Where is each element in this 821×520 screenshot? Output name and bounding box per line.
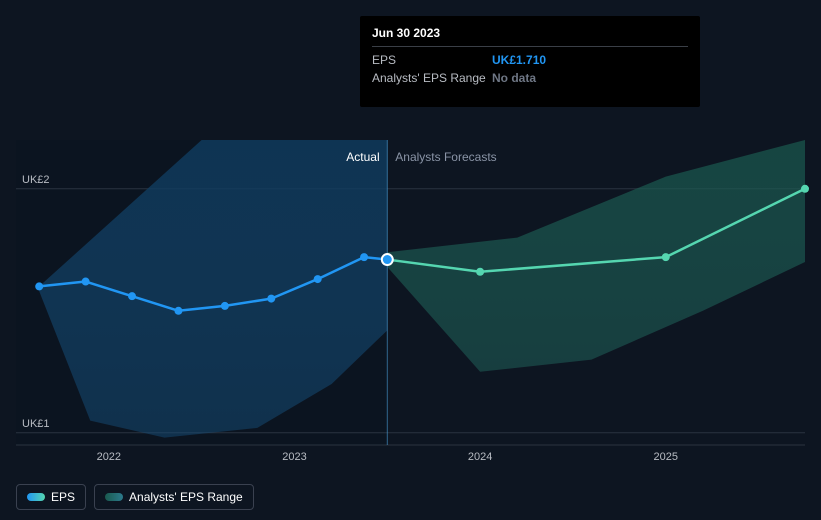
legend-swatch	[105, 493, 123, 501]
eps-chart: Actual Analysts Forecasts Jun 30 2023 EP…	[0, 0, 821, 520]
y-axis-label: UK£1	[22, 418, 50, 430]
tooltip-value: No data	[492, 69, 536, 87]
section-label-actual: Actual	[346, 150, 379, 164]
y-axis-label: UK£2	[22, 174, 50, 186]
tooltip-label: EPS	[372, 51, 492, 69]
legend-label: Analysts' EPS Range	[129, 490, 243, 504]
x-axis-label: 2025	[654, 451, 678, 463]
x-axis-label: 2024	[468, 451, 492, 463]
tooltip-divider	[372, 46, 688, 47]
tooltip-row-range: Analysts' EPS Range No data	[372, 69, 688, 87]
legend-swatch	[27, 493, 45, 501]
legend-item-eps[interactable]: EPS	[16, 484, 86, 510]
chart-tooltip: Jun 30 2023 EPS UK£1.710 Analysts' EPS R…	[360, 16, 700, 107]
x-axis-label: 2022	[97, 451, 121, 463]
x-axis-label: 2023	[282, 451, 306, 463]
legend-item-range[interactable]: Analysts' EPS Range	[94, 484, 254, 510]
tooltip-date: Jun 30 2023	[372, 24, 688, 42]
tooltip-label: Analysts' EPS Range	[372, 69, 492, 87]
tooltip-value: UK£1.710	[492, 51, 546, 69]
tooltip-row-eps: EPS UK£1.710	[372, 51, 688, 69]
chart-legend: EPS Analysts' EPS Range	[16, 484, 254, 510]
section-label-forecast: Analysts Forecasts	[395, 150, 496, 164]
legend-label: EPS	[51, 490, 75, 504]
